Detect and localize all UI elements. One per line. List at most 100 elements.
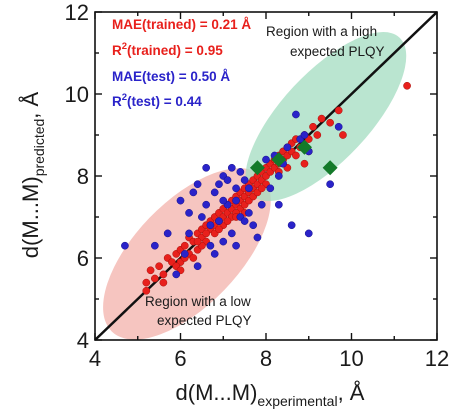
test-point [180,250,189,258]
trained-point [189,254,198,262]
test-point [266,184,275,193]
trained-point [193,237,202,246]
r2-test-rest: (test) = 0.44 [127,94,202,109]
trained-point [180,241,189,250]
trained-point [300,159,309,168]
trained-point [146,266,155,275]
y-axis-title: d(M...M)predicted, Å [18,91,47,258]
test-point [151,241,159,250]
x-tick-label: 4 [89,346,101,371]
highlight-point [271,152,287,168]
test-point [163,229,172,238]
r2-test-label: R2(test) = 0.44 [112,92,202,109]
test-point [249,221,258,230]
test-point [232,184,240,193]
r2-trained-superscript: 2 [122,41,127,52]
test-point [334,122,343,131]
test-point [262,155,270,164]
test-point [121,241,129,250]
mae-trained-label: MAE(trained) = 0.21 Å [112,17,251,32]
trained-point [313,131,322,139]
test-point [223,176,232,184]
axes-layer: 4 6 8 10 12 4 6 8 10 12 [65,0,450,371]
trained-point [292,151,300,160]
test-point [189,188,198,197]
test-point [219,196,228,205]
test-point [253,233,262,242]
y-tick-label: 12 [65,0,89,25]
test-point [326,180,334,189]
test-point [240,217,249,225]
test-point [232,241,240,250]
test-point [257,200,266,209]
test-point [283,143,292,152]
test-point [219,237,228,246]
test-point [206,221,215,230]
mae-test-label: MAE(test) = 0.50 Å [112,69,230,84]
test-point [227,163,236,172]
trained-point [155,262,163,271]
test-point [210,188,219,197]
r2-trained-rest: (trained) = 0.95 [127,43,223,58]
test-point [172,270,181,279]
y-tick-label: 8 [77,164,89,189]
test-point [202,163,210,172]
trained-point [223,217,232,225]
x-axis-title: d(M...M)experimental, Å [176,380,365,409]
test-point [292,110,300,119]
x-axis-title-prefix: d(M...M) [176,380,258,405]
trained-point [159,278,168,287]
r2-trained-label: R2(trained) = 0.95 [112,41,223,58]
r2-test-prefix: R [112,94,122,109]
test-point [215,217,223,225]
trained-point [142,278,151,287]
x-axis-title-subscript: experimental [257,393,337,409]
trained-point [159,270,168,279]
r2-trained-prefix: R [112,43,122,58]
test-point [227,229,236,238]
trained-point [334,106,343,115]
test-point [215,180,223,189]
test-point [240,176,249,184]
test-point [193,180,202,189]
trained-point [215,225,223,234]
test-point [176,196,185,205]
x-tick-label: 8 [260,346,272,371]
test-point [232,196,240,205]
trained-point [326,118,334,127]
high-region-caption-line2: expected PLQY [290,44,385,59]
test-point [210,250,219,258]
low-region-caption-line1: Region with a low [145,294,251,309]
trained-point [317,114,326,123]
highlight-point [322,160,338,176]
y-tick-label: 10 [65,82,89,107]
test-point [185,209,193,217]
test-point [236,168,245,176]
trained-point [202,229,210,238]
highlight-point [249,160,265,176]
test-point [304,229,313,238]
test-point [287,221,296,230]
r2-test-superscript: 2 [122,92,127,103]
y-axis-title-suffix: , Å [18,91,43,118]
test-point [206,241,215,250]
trained-point [403,81,411,90]
test-point [274,200,283,209]
test-point [185,229,193,238]
x-tick-label: 12 [425,346,449,371]
y-tick-label: 6 [77,246,89,271]
high-region-caption-line1: Region with a high [266,24,377,39]
trained-point [309,122,317,131]
y-axis-title-subscript: predicted [31,119,47,177]
test-point [245,184,253,193]
x-axis-title-suffix: , Å [338,380,365,405]
x-tick-label: 10 [339,346,363,371]
trained-point [142,286,151,295]
trained-point [339,131,347,139]
test-point [198,213,206,221]
y-axis-title-prefix: d(M...M) [18,176,43,258]
test-point [202,200,210,209]
y-tick-label: 4 [77,328,89,353]
trained-point [151,274,159,283]
